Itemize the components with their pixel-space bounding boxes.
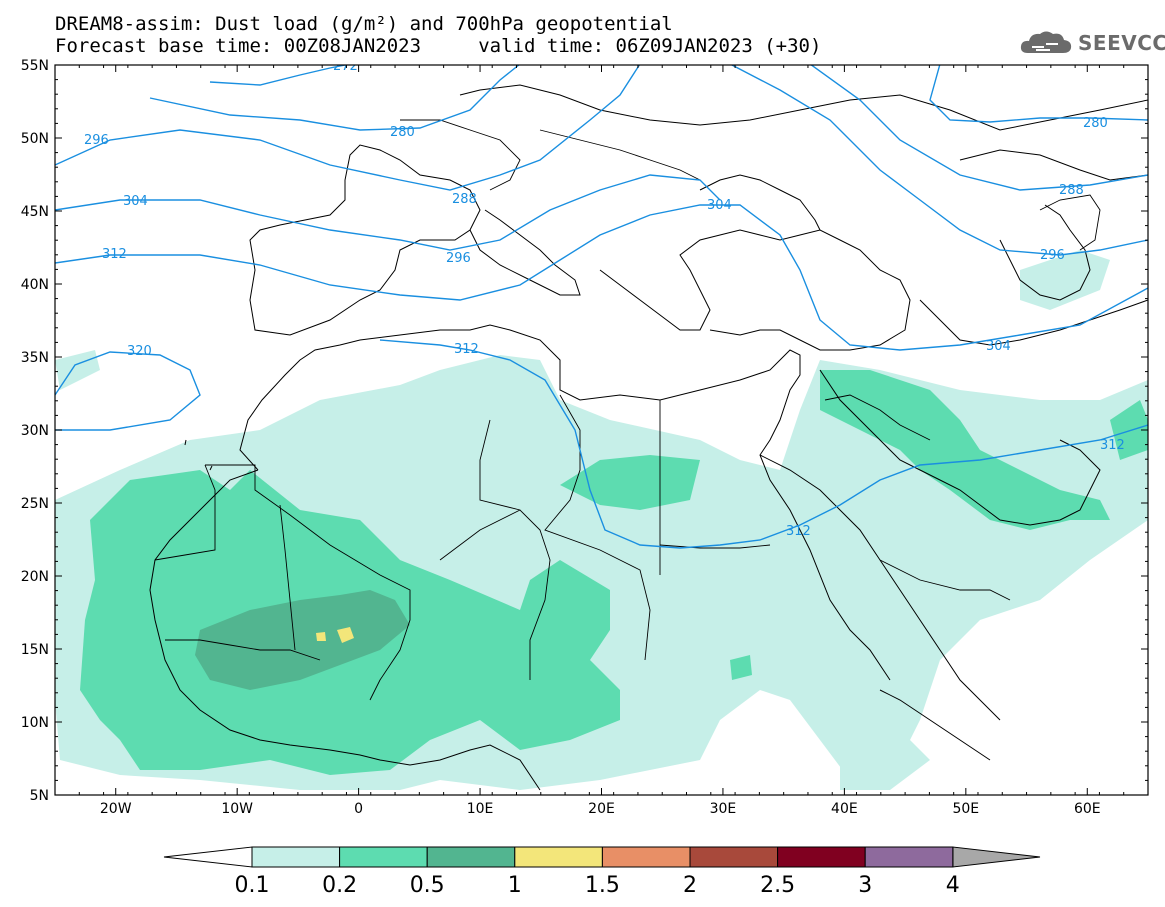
map-content: 272 280 280 288 288 296 296 296 304 304 … bbox=[55, 59, 1148, 791]
lon-label: 60E bbox=[1074, 801, 1101, 817]
lon-label: 10E bbox=[467, 801, 494, 817]
contour-label: 312 bbox=[1100, 438, 1125, 453]
lat-label: 40N bbox=[21, 277, 49, 293]
contour-label: 312 bbox=[786, 524, 811, 539]
title-line-1: DREAM8-assim: Dust load (g/m²) and 700hP… bbox=[55, 13, 673, 35]
contour-label: 296 bbox=[1040, 248, 1065, 263]
lat-label: 35N bbox=[21, 350, 49, 366]
lon-label: 50E bbox=[952, 801, 979, 817]
colorbar-swatch bbox=[426, 846, 516, 868]
colorbar-swatch bbox=[339, 846, 428, 868]
contour-label: 304 bbox=[986, 339, 1011, 354]
colorbar-label: 0.1 bbox=[235, 873, 270, 898]
lon-label: 0 bbox=[354, 801, 363, 817]
colorbar-swatch bbox=[601, 846, 691, 868]
colorbar-swatch bbox=[777, 846, 866, 868]
dust-shading-0.5 bbox=[195, 590, 410, 690]
colorbar-low-arrow bbox=[163, 846, 253, 868]
colorbar-swatch bbox=[251, 846, 341, 868]
lon-label: 10W bbox=[221, 801, 253, 817]
seevccc-logo: SEEVCCC bbox=[1018, 28, 1165, 58]
contour-labels: 272 280 280 288 288 296 296 296 304 304 … bbox=[84, 59, 1125, 539]
colorbar-label: 3 bbox=[858, 873, 872, 898]
lat-label: 45N bbox=[21, 204, 49, 220]
lat-label: 55N bbox=[21, 58, 49, 74]
contour-label: 296 bbox=[446, 251, 471, 266]
country-borders bbox=[154, 119, 1101, 701]
colorbar-label: 2.5 bbox=[760, 873, 795, 898]
lon-label: 30E bbox=[710, 801, 737, 817]
colorbar-swatch bbox=[864, 846, 954, 868]
contour-label: 304 bbox=[707, 198, 732, 213]
cloud-icon bbox=[1020, 31, 1072, 53]
colorbar-label: 0.2 bbox=[322, 873, 357, 898]
colorbar-high-arrow bbox=[952, 846, 1041, 868]
logo-text: SEEVCCC bbox=[1078, 31, 1165, 55]
contour-label: 288 bbox=[452, 192, 477, 207]
contour-label: 304 bbox=[123, 194, 148, 209]
contour-label: 312 bbox=[102, 247, 127, 262]
title-line-2: Forecast base time: 00Z08JAN2023 valid t… bbox=[55, 35, 822, 57]
lon-label: 20E bbox=[588, 801, 615, 817]
colorbar-label: 0.5 bbox=[410, 873, 445, 898]
geopotential-contours bbox=[55, 65, 1148, 549]
contour-label: 272 bbox=[333, 59, 358, 74]
lat-label: 5N bbox=[30, 788, 49, 804]
colorbar-label: 2 bbox=[683, 873, 697, 898]
colorbar-swatch bbox=[514, 846, 603, 868]
contour-label: 320 bbox=[127, 344, 152, 359]
colorbar-labels: 0.1 0.2 0.5 1 1.5 2 2.5 3 4 bbox=[235, 873, 960, 898]
colorbar-label: 4 bbox=[946, 873, 960, 898]
lon-label: 40E bbox=[831, 801, 858, 817]
contour-label: 280 bbox=[390, 125, 415, 140]
coastlines bbox=[149, 84, 1148, 791]
colorbar-label: 1 bbox=[508, 873, 522, 898]
colorbar-label: 1.5 bbox=[585, 873, 620, 898]
colorbar bbox=[163, 846, 1041, 868]
lon-label: 20W bbox=[100, 801, 132, 817]
colorbar-swatch bbox=[689, 846, 779, 868]
dust-shading-1 bbox=[316, 627, 354, 643]
lat-label: 20N bbox=[21, 569, 49, 585]
longitude-labels: 20W 10W 0 10E 20E 30E 40E 50E 60E bbox=[100, 801, 1101, 817]
latitude-labels: 55N 50N 45N 40N 35N 30N 25N 20N 15N 10N 5N bbox=[21, 58, 49, 804]
axis-ticks bbox=[54, 64, 1149, 796]
lat-label: 10N bbox=[21, 715, 49, 731]
lat-label: 50N bbox=[21, 131, 49, 147]
lat-label: 30N bbox=[21, 423, 49, 439]
lat-label: 25N bbox=[21, 496, 49, 512]
lat-label: 15N bbox=[21, 642, 49, 658]
contour-label: 296 bbox=[84, 133, 109, 148]
contour-label: 312 bbox=[454, 342, 479, 357]
colorbar-boxes bbox=[251, 846, 954, 868]
contour-label: 288 bbox=[1059, 183, 1084, 198]
contour-label: 280 bbox=[1083, 116, 1108, 131]
